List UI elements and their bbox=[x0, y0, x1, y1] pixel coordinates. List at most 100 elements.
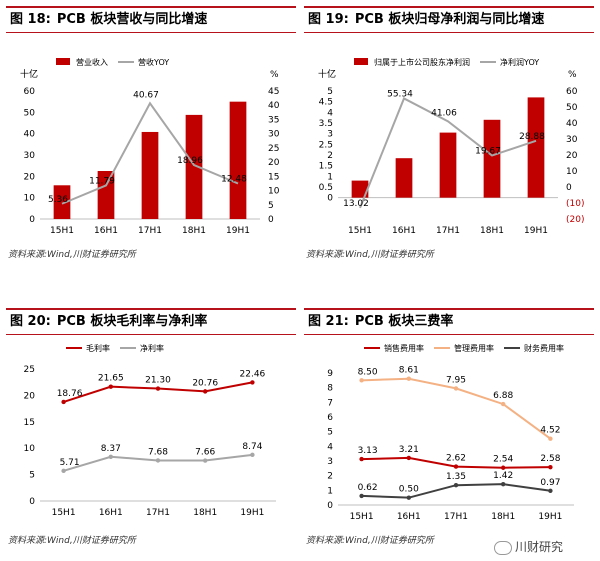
y-right-tick-label: 45 bbox=[268, 87, 279, 97]
data-label: 8.74 bbox=[242, 442, 262, 452]
wechat-icon bbox=[494, 540, 512, 555]
bar bbox=[141, 131, 159, 219]
data-label: 5.71 bbox=[60, 458, 80, 468]
source-note: 资料来源:Wind,川财证券研究所 bbox=[306, 250, 434, 260]
revenue-chart: 0 10 20 30 40 50 60 0 5 10 15 20 25 30 35 40 45 十亿 % 15H1 16… bbox=[20, 57, 280, 236]
data-label: 40.67 bbox=[133, 90, 159, 100]
x-tick-label: 15H1 bbox=[350, 512, 374, 522]
y-tick-label: 15 bbox=[24, 418, 35, 428]
data-label: 4.52 bbox=[540, 426, 560, 436]
legend-swatch bbox=[354, 58, 368, 65]
data-point bbox=[501, 465, 506, 470]
data-label: 22.46 bbox=[240, 369, 266, 379]
data-point bbox=[453, 386, 459, 391]
y-tick-label: 0 bbox=[327, 501, 333, 511]
data-label: 0.62 bbox=[358, 483, 378, 493]
legend-swatch bbox=[56, 58, 70, 65]
data-point bbox=[406, 455, 411, 461]
data-label: 20.76 bbox=[192, 378, 218, 388]
bar bbox=[97, 171, 115, 219]
x-tick-label: 18H1 bbox=[182, 226, 206, 236]
data-label: 13.02 bbox=[343, 199, 369, 209]
y-tick-label: 5 bbox=[327, 87, 333, 97]
data-label: 3.21 bbox=[399, 445, 419, 455]
data-label: 55.34 bbox=[387, 89, 413, 99]
bar bbox=[351, 180, 369, 198]
data-point bbox=[250, 380, 255, 385]
y-right-tick-label: 25 bbox=[268, 144, 279, 154]
data-label: 28.88 bbox=[519, 132, 545, 142]
data-point bbox=[250, 452, 255, 458]
figure-title: PCB 板块三费率 bbox=[354, 314, 454, 329]
net-profit-chart: 00.511.522.533.544.55(20)(10)01020304050… bbox=[318, 57, 584, 236]
data-point bbox=[155, 458, 161, 463]
y-right-tick-label: (20) bbox=[566, 215, 584, 225]
watermark-text: 川财研究 bbox=[515, 540, 564, 554]
y-tick-label: 1 bbox=[327, 172, 333, 182]
data-label: 8.50 bbox=[358, 367, 378, 377]
x-tick-label: 15H1 bbox=[50, 226, 74, 236]
y-right-tick-label: 5 bbox=[268, 201, 274, 211]
y-tick-label: 4 bbox=[327, 442, 333, 452]
source-note: 资料来源:Wind,川财证券研究所 bbox=[8, 536, 136, 546]
y-tick-label: 20 bbox=[24, 391, 36, 401]
bar bbox=[527, 97, 545, 198]
panel-title: 图 20: PCB 板块毛利率与净利率 bbox=[6, 308, 296, 335]
data-label: 21.65 bbox=[98, 374, 124, 384]
y-left-unit: 十亿 bbox=[20, 68, 38, 80]
legend-label: 归属于上市公司股东净利润 bbox=[374, 57, 470, 67]
figure-title: PCB 板块营收与同比增速 bbox=[56, 12, 208, 27]
x-tick-label: 18H1 bbox=[491, 512, 515, 522]
y-right-tick-label: 20 bbox=[566, 151, 578, 161]
data-point bbox=[548, 436, 553, 441]
expense-ratios-chart: 0 1 2 3 4 5 6 7 8 9 15H1 16H1 17H1 18H1 19H1 销售费用率 管理费用率… bbox=[327, 343, 574, 522]
watermark: 川财研究 bbox=[494, 538, 563, 555]
data-label: 19.67 bbox=[475, 147, 501, 157]
data-label: 3.13 bbox=[358, 446, 378, 456]
y-tick-label: 9 bbox=[327, 369, 333, 379]
x-tick-label: 15H1 bbox=[348, 226, 372, 236]
y-tick-label: 5 bbox=[29, 471, 35, 481]
bar bbox=[439, 132, 457, 198]
data-label: 1.35 bbox=[446, 472, 466, 482]
data-point bbox=[203, 458, 208, 463]
y-tick-label: 50 bbox=[24, 108, 36, 118]
figure-title: PCB 板块毛利率与净利率 bbox=[56, 314, 208, 329]
y-right-tick-label: 40 bbox=[268, 101, 280, 111]
figure-title: PCB 板块归母净利润与同比增速 bbox=[354, 12, 545, 27]
figure-number: 图 18: bbox=[10, 12, 51, 27]
panel-expense-ratios: 图 21: PCB 板块三费率 0 1 2 3 4 5 6 7 8 9 15H1 16H1 17H1 18H… bbox=[304, 308, 594, 546]
y-tick-label: 40 bbox=[24, 130, 36, 140]
data-point bbox=[155, 386, 161, 391]
y-right-tick-label: 30 bbox=[566, 135, 578, 145]
x-tick-label: 16H1 bbox=[397, 512, 421, 522]
legend-label: 净利润YOY bbox=[500, 57, 539, 67]
x-tick-label: 18H1 bbox=[193, 508, 217, 518]
bar bbox=[395, 158, 413, 198]
data-label: 2.62 bbox=[446, 454, 466, 464]
data-label: 1.42 bbox=[493, 471, 513, 481]
legend-label: 财务费用率 bbox=[524, 343, 564, 353]
series-line bbox=[61, 101, 239, 205]
data-label: 8.37 bbox=[101, 444, 121, 454]
y-tick-label: 20 bbox=[24, 172, 36, 182]
y-right-tick-label: 10 bbox=[566, 167, 578, 177]
legend-label: 毛利率 bbox=[86, 343, 110, 353]
x-tick-label: 18H1 bbox=[480, 226, 504, 236]
source-note: 资料来源:Wind,川财证券研究所 bbox=[8, 250, 136, 260]
y-tick-label: 3 bbox=[327, 130, 333, 140]
y-right-unit: % bbox=[270, 70, 279, 80]
y-tick-label: 60 bbox=[24, 87, 36, 97]
y-tick-label: 2.5 bbox=[319, 140, 333, 150]
y-tick-label: 4.5 bbox=[319, 98, 333, 108]
y-tick-label: 0 bbox=[327, 194, 333, 204]
data-point bbox=[453, 483, 459, 488]
y-tick-label: 0 bbox=[29, 497, 35, 507]
y-right-unit: % bbox=[568, 70, 577, 80]
data-label: 2.58 bbox=[540, 454, 560, 464]
data-label: 7.68 bbox=[148, 447, 168, 457]
y-tick-label: 25 bbox=[24, 365, 35, 375]
y-right-tick-label: 60 bbox=[566, 87, 578, 97]
panel-net-profit: 图 19: PCB 板块归母净利润与同比增速 0 0.5 1 1.5 2 2.5 3 3.5 4 4… bbox=[304, 6, 594, 260]
data-label: 12.48 bbox=[221, 175, 247, 185]
